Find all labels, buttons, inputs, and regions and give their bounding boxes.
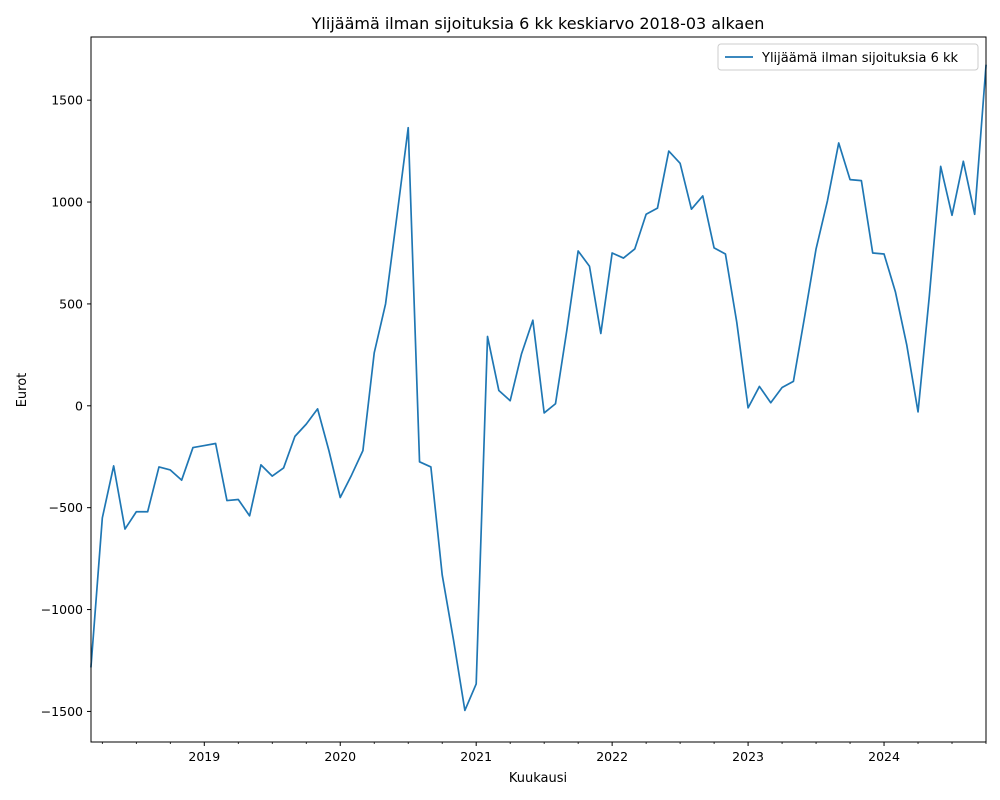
x-tick-label: 2024 bbox=[868, 749, 900, 764]
x-axis-label: Kuukausi bbox=[509, 771, 567, 786]
x-tick-label: 2022 bbox=[596, 749, 628, 764]
y-tick-label: −1000 bbox=[41, 602, 83, 617]
plot-area bbox=[91, 37, 986, 742]
y-tick-label: 1500 bbox=[51, 93, 83, 108]
legend-box bbox=[717, 43, 979, 71]
chart-title: Ylijäämä ilman sijoituksia 6 kk keskiarv… bbox=[311, 14, 765, 33]
y-axis-ticks: −1500 −1000 −500 0 500 1000 1500 bbox=[41, 93, 91, 719]
y-tick-label: 0 bbox=[75, 398, 83, 413]
y-axis-label: Eurot bbox=[15, 373, 30, 408]
series-line bbox=[90, 64, 987, 712]
y-tick-label: −500 bbox=[49, 500, 83, 515]
y-tick-label: −1500 bbox=[41, 704, 83, 719]
legend-label: Ylijäämä ilman sijoituksia 6 kk bbox=[761, 51, 959, 66]
x-tick-label: 2023 bbox=[732, 749, 764, 764]
plot-frame bbox=[90, 36, 987, 743]
x-axis-ticks: 2019 2020 2021 2022 2023 2024 bbox=[188, 742, 900, 764]
x-tick-label: 2020 bbox=[324, 749, 356, 764]
y-tick-label: 500 bbox=[59, 296, 83, 311]
y-tick-label: 1000 bbox=[51, 195, 83, 210]
x-tick-label: 2021 bbox=[460, 749, 492, 764]
series-group bbox=[90, 64, 987, 712]
x-tick-label: 2019 bbox=[188, 749, 220, 764]
legend: Ylijäämä ilman sijoituksia 6 kk bbox=[717, 43, 979, 71]
